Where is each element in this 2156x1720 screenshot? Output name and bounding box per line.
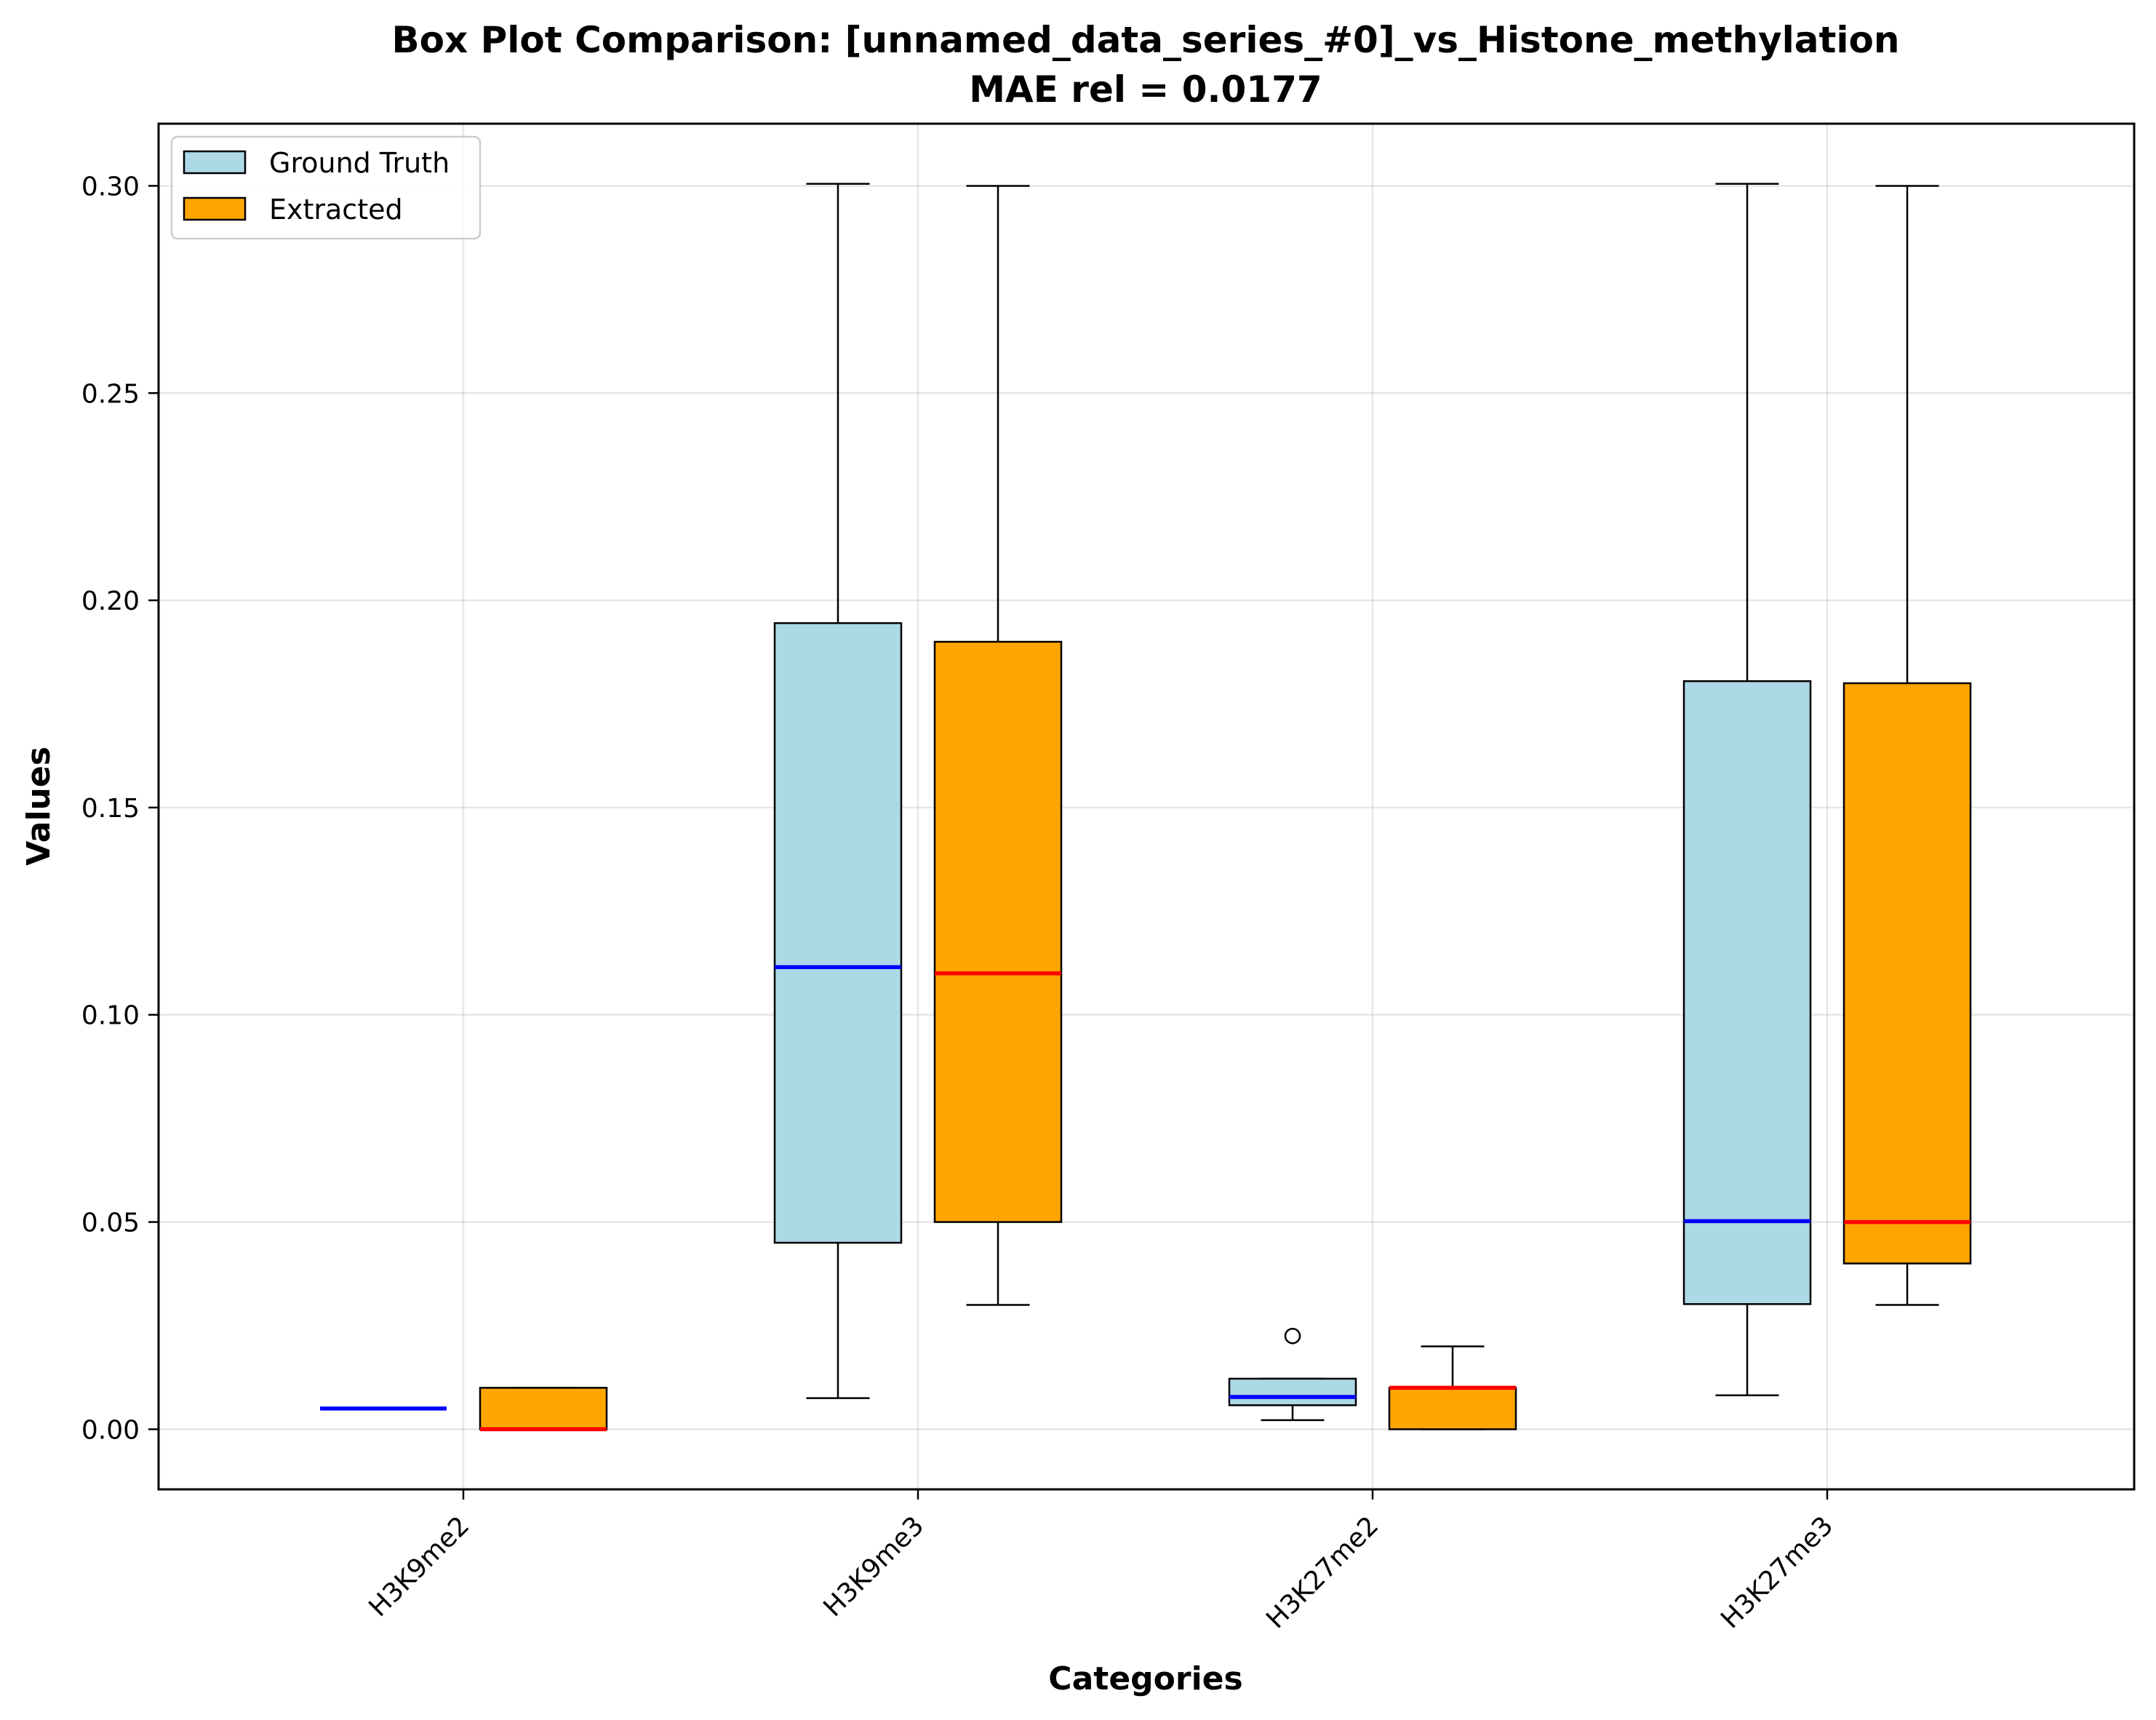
box-body — [773, 622, 903, 1244]
y-tick-label: 0.10 — [81, 1001, 140, 1031]
plot-frame — [157, 122, 2136, 1491]
legend-swatch-ground-truth — [183, 150, 247, 175]
box-ground-truth-h3k27me3 — [1682, 183, 1812, 1396]
y-axis-label: Values — [20, 746, 57, 866]
box-ground-truth-h3k9me3 — [773, 183, 903, 1399]
legend: Ground Truth Extracted — [170, 135, 482, 240]
box-extracted-h3k27me3 — [1842, 185, 1972, 1306]
legend-label-ground-truth: Ground Truth — [269, 147, 450, 179]
box-body — [1228, 1377, 1357, 1406]
grid-lines — [159, 124, 2134, 1489]
legend-label-extracted: Extracted — [269, 194, 403, 226]
x-axis-label: Categories — [1048, 1660, 1242, 1697]
box-body — [1388, 1387, 1517, 1430]
box-extracted-h3k27me2 — [1388, 1345, 1517, 1430]
chart-title: Box Plot Comparison: [unnamed_data_serie… — [392, 19, 1900, 61]
y-tick-label: 0.20 — [81, 586, 140, 616]
box-ground-truth-h3k27me2 — [1228, 1327, 1357, 1422]
y-tick-label: 0.25 — [81, 379, 140, 409]
box-layer — [320, 183, 1972, 1432]
box-extracted-h3k9me2 — [479, 1387, 608, 1432]
outlier-point — [1284, 1327, 1301, 1345]
box-body — [1842, 682, 1972, 1265]
y-axis: 0.00 0.05 0.10 0.15 0.20 0.25 0.30 — [81, 172, 159, 1445]
y-tick-label: 0.30 — [81, 172, 140, 202]
box-body — [1682, 680, 1812, 1305]
box-body — [479, 1387, 608, 1430]
box-extracted-h3k9me3 — [933, 185, 1063, 1306]
y-tick-label: 0.05 — [81, 1209, 140, 1238]
y-tick-label: 0.15 — [81, 794, 140, 824]
box-body — [933, 640, 1063, 1223]
y-tick-label: 0.00 — [81, 1415, 140, 1445]
chart-subtitle: MAE rel = 0.0177 — [969, 68, 1322, 111]
legend-swatch-extracted — [183, 196, 247, 221]
legend-frame — [170, 135, 482, 240]
